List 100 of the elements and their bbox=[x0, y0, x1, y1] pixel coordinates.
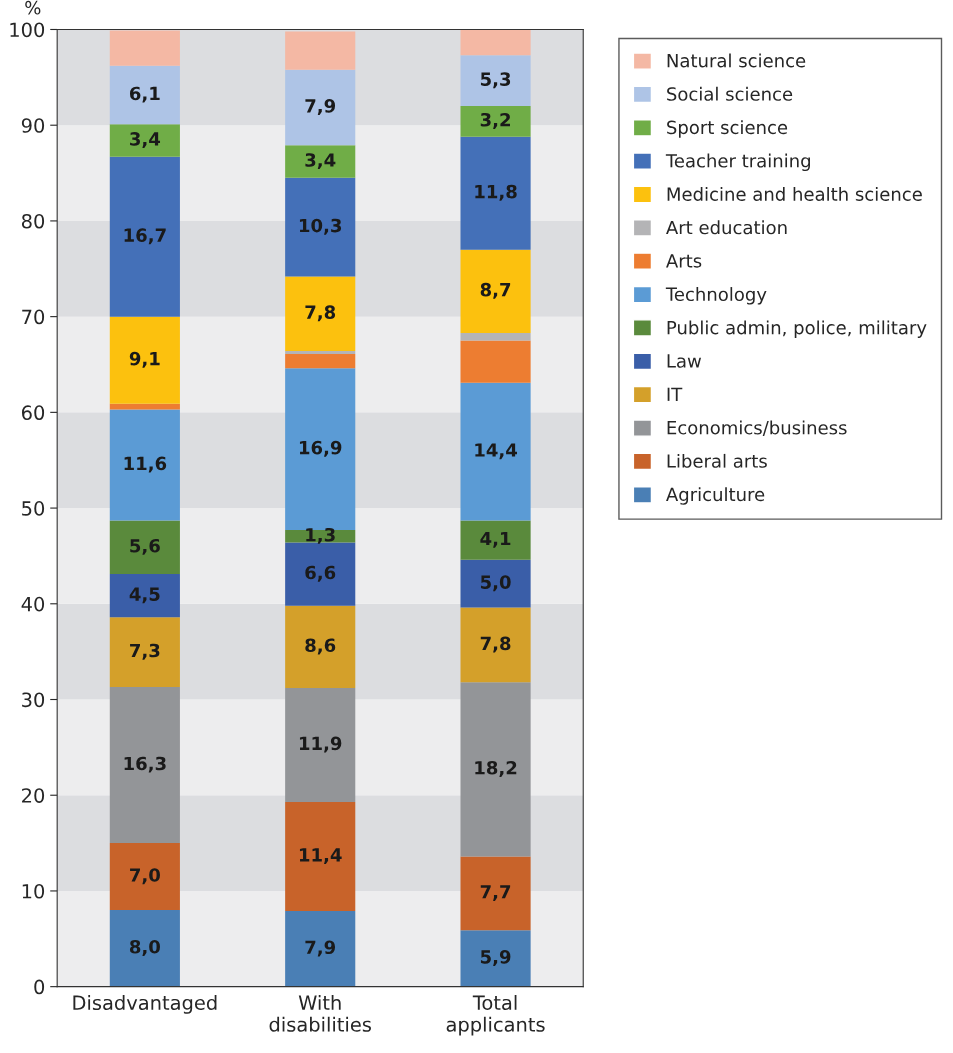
data-label: 5,3 bbox=[480, 72, 511, 89]
legend-label: Art education bbox=[666, 220, 787, 235]
data-label: 5,9 bbox=[480, 950, 511, 966]
bar bbox=[109, 617, 180, 688]
y-tick-label: 40 bbox=[21, 596, 45, 612]
bar bbox=[460, 249, 531, 333]
legend-label: Natural science bbox=[667, 53, 806, 68]
data-label: 18,2 bbox=[475, 760, 517, 777]
data-label: 16,9 bbox=[299, 440, 342, 457]
data-label: 3,4 bbox=[130, 132, 161, 149]
data-label: 11,9 bbox=[299, 736, 342, 753]
bar bbox=[285, 688, 356, 802]
bar bbox=[460, 856, 531, 931]
bar bbox=[109, 156, 180, 317]
bar bbox=[109, 30, 180, 66]
bar bbox=[109, 687, 180, 844]
data-label: 14,4 bbox=[475, 443, 518, 460]
data-label: 8,6 bbox=[305, 638, 336, 655]
data-label: 7,9 bbox=[305, 99, 336, 116]
bar bbox=[460, 559, 531, 608]
y-tick-label: 90 bbox=[21, 118, 45, 133]
data-label: 1,3 bbox=[306, 527, 335, 544]
bar bbox=[109, 316, 180, 404]
bar bbox=[109, 520, 180, 575]
bar bbox=[109, 843, 180, 911]
bar bbox=[460, 607, 531, 683]
data-label: 8,0 bbox=[129, 939, 160, 956]
data-label: 7,8 bbox=[480, 636, 511, 653]
bar bbox=[460, 930, 531, 987]
bar bbox=[109, 409, 180, 521]
data-label: 4,5 bbox=[129, 587, 160, 604]
data-label: 10,3 bbox=[299, 218, 342, 235]
bar bbox=[285, 177, 356, 277]
bar bbox=[285, 31, 356, 70]
data-label: 8,7 bbox=[480, 282, 511, 299]
x-tick-label: With disabilities bbox=[269, 994, 371, 1032]
bar bbox=[109, 910, 180, 987]
data-label: 11,8 bbox=[475, 184, 517, 201]
x-tick-label: Total applicants bbox=[446, 994, 545, 1036]
bar bbox=[109, 574, 180, 618]
bar bbox=[285, 801, 356, 912]
legend-label: Law bbox=[667, 354, 702, 368]
bar bbox=[460, 682, 531, 857]
data-label: 16,7 bbox=[124, 228, 166, 245]
legend-label: Agriculture bbox=[666, 487, 765, 505]
y-tick-label: 10 bbox=[22, 883, 45, 899]
y-tick-label: 0 bbox=[34, 979, 45, 995]
bar bbox=[460, 29, 531, 56]
data-label: 11,6 bbox=[124, 456, 167, 473]
data-label: 3,2 bbox=[480, 112, 510, 129]
bar bbox=[285, 69, 356, 146]
y-tick-label: 50 bbox=[22, 501, 45, 516]
x-tick-label: Disadvantaged bbox=[73, 994, 217, 1014]
bar bbox=[109, 124, 180, 157]
data-label: 3,4 bbox=[305, 153, 336, 170]
bar bbox=[460, 382, 531, 521]
legend-label: Teacher training bbox=[665, 153, 810, 172]
legend-label: Sport science bbox=[667, 120, 788, 138]
data-label: 5,0 bbox=[480, 575, 511, 592]
bar bbox=[285, 145, 356, 178]
legend-label: Public admin, police, military bbox=[667, 320, 927, 338]
data-label: 5,6 bbox=[130, 538, 160, 555]
data-label: 7,8 bbox=[305, 305, 336, 322]
bar bbox=[285, 353, 356, 369]
y-tick-label: 80 bbox=[21, 213, 45, 229]
data-label: 9,1 bbox=[129, 351, 160, 368]
y-tick-label: 70 bbox=[22, 309, 45, 325]
y-axis-title: % bbox=[25, 0, 41, 15]
bar bbox=[460, 340, 531, 383]
y-tick-label: 60 bbox=[21, 405, 45, 421]
data-label: 16,3 bbox=[124, 756, 166, 773]
bar bbox=[460, 55, 531, 107]
bar bbox=[285, 351, 356, 354]
bar bbox=[285, 911, 356, 987]
legend-label: Economics/business bbox=[667, 420, 847, 436]
bar bbox=[285, 542, 356, 606]
bar bbox=[460, 106, 531, 137]
y-tick-label: 20 bbox=[22, 788, 45, 803]
data-label: 7,0 bbox=[130, 868, 160, 885]
data-label: 4,1 bbox=[480, 531, 511, 548]
bar bbox=[460, 136, 531, 250]
bar bbox=[460, 332, 531, 341]
bar bbox=[285, 276, 356, 352]
legend-label: Arts bbox=[666, 254, 702, 268]
data-label: 11,4 bbox=[299, 848, 342, 865]
bar bbox=[109, 65, 180, 125]
data-label: 7,7 bbox=[480, 885, 511, 901]
legend-label: Liberal arts bbox=[667, 453, 767, 468]
y-tick-label: 30 bbox=[22, 692, 45, 708]
legend-label: IT bbox=[667, 387, 683, 401]
data-label: 6,1 bbox=[129, 86, 160, 103]
data-label: 7,3 bbox=[130, 643, 160, 660]
legend-label: Technology bbox=[665, 287, 767, 305]
bar bbox=[285, 605, 356, 689]
legend-label: Social science bbox=[667, 86, 793, 101]
data-label: 7,9 bbox=[305, 940, 336, 957]
y-tick-label: 100 bbox=[10, 22, 45, 38]
legend-label: Medicine and health science bbox=[667, 186, 922, 201]
bar bbox=[460, 520, 531, 560]
data-label: 6,6 bbox=[305, 565, 336, 582]
